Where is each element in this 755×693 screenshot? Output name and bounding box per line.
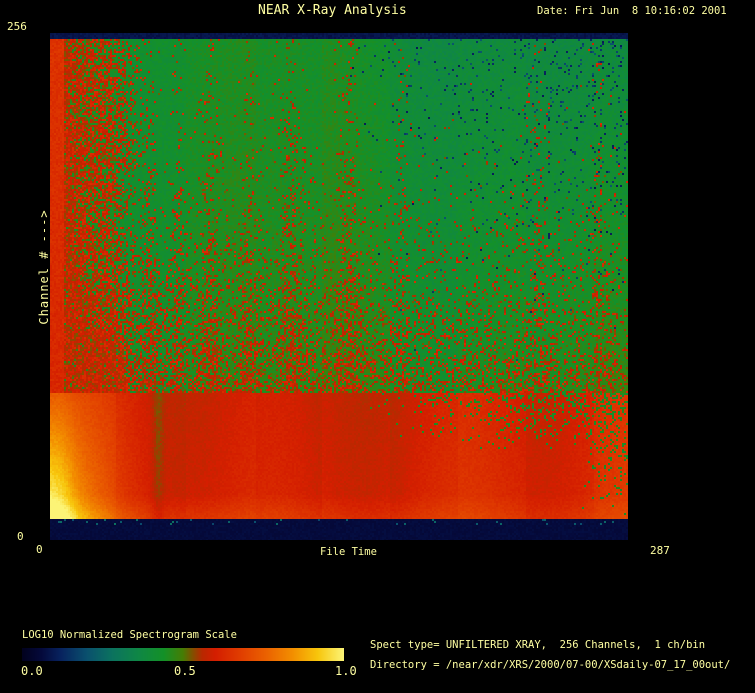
colorbar-gradient [22, 648, 344, 661]
y-axis-min-label: 0 [17, 530, 24, 543]
colorbar-tick-mid: 0.5 [174, 664, 196, 678]
date-label: Date: Fri Jun 8 10:16:02 2001 [537, 5, 727, 17]
x-axis-max-label: 287 [650, 544, 670, 557]
x-axis-title: File Time [320, 546, 377, 558]
spectrogram-heatmap [50, 33, 628, 540]
page-title: NEAR X-Ray Analysis [258, 3, 407, 18]
colorbar-tick-low: 0.0 [21, 664, 43, 678]
colorbar-label: LOG10 Normalized Spectrogram Scale [22, 629, 237, 641]
y-axis-max-label: 256 [7, 20, 27, 33]
colorbar-tick-high: 1.0 [335, 664, 357, 678]
spect-type-line: Spect type= UNFILTERED XRAY, 256 Channel… [370, 639, 706, 651]
y-axis-title: Channel # ---> [37, 209, 51, 325]
directory-line: Directory = /near/xdr/XRS/2000/07-00/XSd… [370, 659, 731, 671]
x-axis-min-label: 0 [36, 543, 43, 556]
